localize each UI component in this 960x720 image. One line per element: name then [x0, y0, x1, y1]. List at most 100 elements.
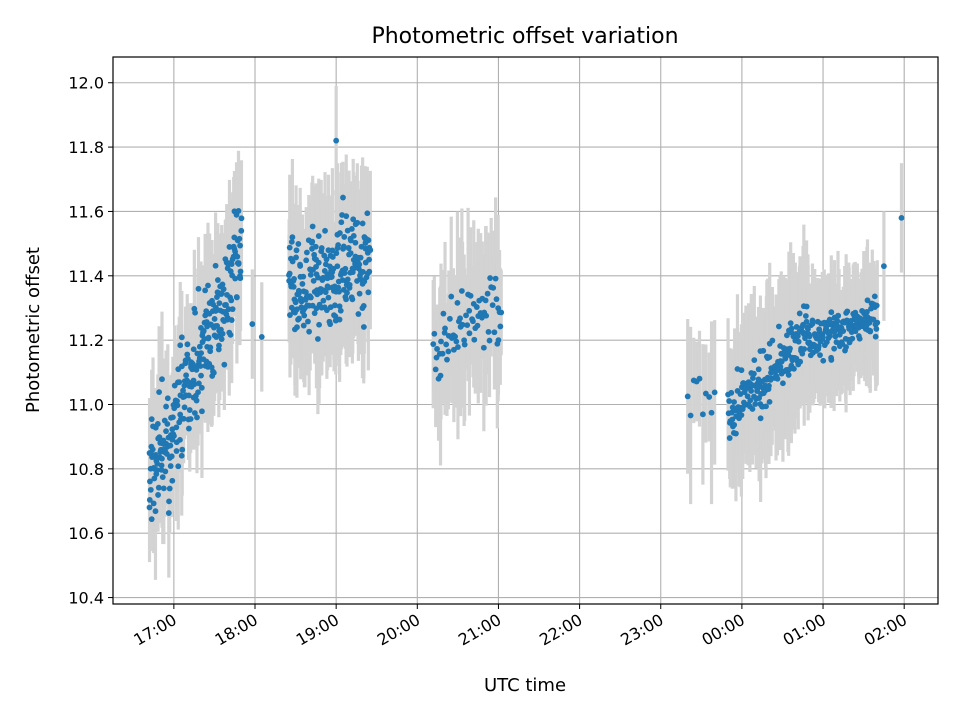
data-point	[748, 388, 755, 394]
data-point	[193, 366, 200, 373]
data-point	[200, 328, 207, 334]
data-point	[325, 294, 332, 301]
data-point	[760, 347, 767, 354]
data-point	[207, 344, 214, 351]
data-point	[757, 415, 764, 422]
data-point	[844, 308, 851, 315]
data-point	[177, 436, 183, 443]
data-point	[357, 254, 364, 261]
y-axis-label: Photometric offset	[23, 247, 44, 413]
data-point	[843, 344, 849, 350]
data-point	[198, 350, 205, 357]
data-point	[294, 324, 300, 331]
data-point	[195, 380, 202, 387]
data-point	[228, 317, 235, 323]
data-point	[711, 389, 718, 396]
data-point	[826, 316, 833, 323]
y-tick-label: 10.8	[68, 460, 104, 479]
data-point	[335, 242, 342, 248]
data-point	[332, 302, 338, 309]
data-point	[307, 271, 314, 278]
data-point	[156, 434, 163, 441]
data-point	[785, 372, 792, 378]
data-point	[482, 297, 489, 304]
data-point	[154, 421, 161, 427]
data-point	[195, 389, 201, 396]
data-point	[286, 270, 293, 277]
data-point	[289, 234, 296, 241]
data-point	[147, 486, 154, 493]
data-point	[340, 243, 347, 250]
data-point	[752, 401, 759, 407]
data-point	[211, 316, 218, 322]
data-point	[181, 382, 188, 389]
data-point	[315, 259, 322, 266]
data-point	[470, 318, 476, 325]
data-point	[318, 245, 325, 251]
data-point	[316, 321, 322, 328]
data-point	[864, 309, 870, 315]
data-point	[152, 508, 159, 515]
data-point	[155, 492, 161, 498]
data-point	[480, 344, 487, 351]
data-point	[191, 381, 198, 388]
data-point	[805, 326, 811, 333]
data-point	[219, 330, 226, 337]
data-point	[146, 497, 153, 503]
data-point	[165, 510, 172, 516]
data-point	[313, 263, 319, 270]
data-point	[791, 365, 797, 372]
data-point	[307, 294, 314, 301]
data-point	[299, 281, 306, 287]
data-point	[347, 250, 354, 256]
data-point	[163, 428, 169, 435]
data-point	[164, 395, 171, 402]
data-point	[195, 285, 202, 292]
data-point	[872, 333, 879, 340]
y-tick-label: 12.0	[68, 74, 104, 93]
data-point	[485, 328, 492, 335]
data-point	[169, 477, 176, 484]
data-point	[186, 407, 193, 413]
data-point	[366, 268, 373, 275]
data-point	[443, 341, 450, 348]
data-point	[497, 323, 504, 330]
data-point	[341, 270, 348, 276]
data-point	[173, 424, 180, 431]
data-point	[733, 430, 739, 437]
data-point	[432, 366, 439, 373]
data-point	[366, 256, 372, 263]
data-point	[360, 324, 367, 330]
data-point	[166, 498, 172, 505]
data-point	[817, 352, 823, 358]
data-point	[441, 329, 448, 336]
data-point	[870, 316, 877, 323]
data-point	[856, 335, 863, 342]
data-point	[336, 316, 343, 323]
data-point	[831, 345, 838, 352]
data-point	[290, 283, 297, 290]
data-point	[463, 312, 469, 319]
data-point	[766, 354, 773, 361]
data-point	[213, 304, 219, 311]
data-point	[183, 372, 190, 379]
data-point	[471, 336, 478, 343]
y-tick-label: 10.6	[68, 524, 104, 543]
data-point	[237, 268, 244, 275]
data-point	[726, 435, 733, 441]
data-point	[343, 296, 349, 303]
data-point	[447, 315, 453, 322]
data-point	[220, 286, 227, 293]
data-point	[289, 258, 296, 265]
data-point	[177, 411, 184, 418]
data-point	[365, 237, 372, 244]
data-point	[226, 244, 233, 250]
data-point	[803, 318, 810, 325]
data-point	[795, 338, 802, 345]
data-point	[210, 369, 217, 376]
data-point	[801, 346, 808, 352]
data-point	[744, 393, 751, 400]
data-point	[784, 332, 790, 339]
data-point	[849, 335, 856, 342]
data-point	[292, 299, 299, 306]
